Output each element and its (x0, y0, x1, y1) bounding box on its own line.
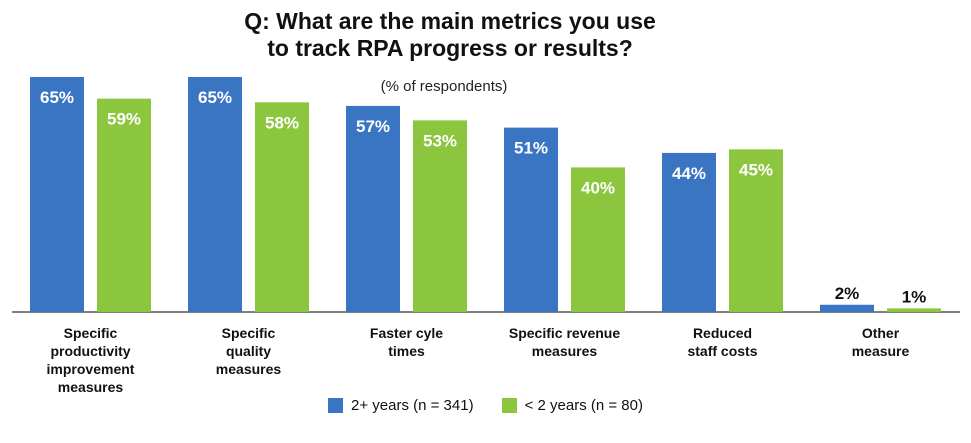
data-label: 53% (423, 131, 457, 150)
data-label: 40% (581, 178, 615, 197)
data-label: 44% (672, 164, 706, 183)
chart-title-line: Q: What are the main metrics you use (244, 8, 656, 34)
category-label-line: quality (225, 343, 272, 359)
category-label: Specific revenue measures (490, 324, 640, 360)
bar (97, 98, 151, 312)
data-label: 65% (40, 88, 74, 107)
category-label-line: Other (861, 325, 900, 341)
bar (346, 105, 400, 312)
category-label: Specific productivity improvement measures (16, 324, 166, 396)
category-label-line: times (388, 343, 425, 359)
bar (504, 127, 558, 312)
category-label-line: Reduced (692, 325, 753, 341)
bar (188, 77, 242, 312)
bar (729, 149, 783, 312)
category-label-line: measures (57, 379, 124, 395)
legend-swatch (501, 398, 517, 413)
legend-label: < 2 years (n = 80) (524, 397, 643, 414)
bar (820, 304, 874, 312)
category-label: Other measure (806, 324, 956, 360)
category-label-line: Specific (63, 325, 118, 341)
category-label-line: measures (215, 361, 282, 377)
bar (662, 152, 716, 312)
data-label: 57% (356, 117, 390, 136)
category-label-line: Faster cyle (369, 325, 444, 341)
bar (30, 77, 84, 312)
legend: 2+ years (n = 341) < 2 years (n = 80) (0, 397, 971, 414)
data-label: 58% (265, 113, 299, 132)
data-label: 45% (739, 160, 773, 179)
legend-item: < 2 years (n = 80) (501, 397, 643, 414)
chart-title: Q: What are the main metrics you use to … (0, 8, 900, 62)
data-label: 1% (902, 287, 927, 306)
category-label-line: measures (531, 343, 598, 359)
category-label-line: measure (851, 343, 910, 359)
legend-label: 2+ years (n = 341) (351, 397, 474, 414)
bar (887, 308, 941, 312)
category-label: Faster cyle times (332, 324, 482, 360)
bar (255, 102, 309, 312)
category-label-line: productivity (50, 343, 131, 359)
data-label: 51% (514, 139, 548, 158)
category-label-line: improvement (46, 361, 135, 377)
legend-item: 2+ years (n = 341) (328, 397, 474, 414)
bar (571, 167, 625, 312)
category-label-line: Specific revenue (508, 325, 621, 341)
category-label-line: Specific (221, 325, 276, 341)
chart-title-line: to track RPA progress or results? (267, 35, 633, 61)
category-label: Reduced staff costs (648, 324, 798, 360)
data-label: 65% (198, 88, 232, 107)
bar (413, 120, 467, 312)
data-label: 59% (107, 110, 141, 129)
data-label: 2% (835, 284, 860, 303)
category-label: Specific quality measures (174, 324, 324, 378)
legend-swatch (328, 398, 343, 413)
category-label-line: staff costs (687, 343, 758, 359)
chart-subtitle: (% of respondents) (380, 78, 508, 95)
